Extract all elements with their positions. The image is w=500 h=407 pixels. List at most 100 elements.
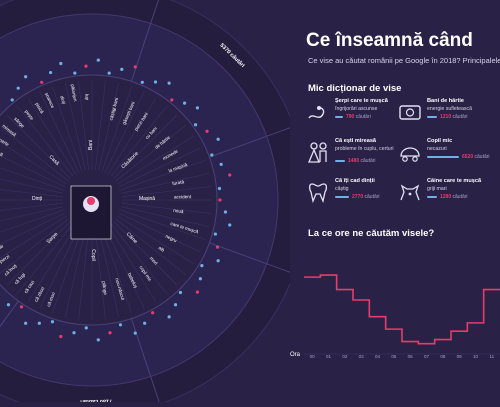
wheel-spoke (0, 189, 63, 197)
wheel-term-label: nou-născut (114, 277, 125, 301)
wheel-dot (205, 129, 209, 133)
wheel-dot (6, 303, 11, 307)
wheel-term-label: alb (158, 245, 166, 253)
wheel-dot (228, 173, 232, 177)
wheel-dot (108, 331, 112, 335)
wheel-dot (120, 67, 124, 71)
dict-item-value: 1210 căutări (440, 113, 468, 120)
wheel-spoke (52, 228, 83, 314)
hours-tick-label: 09 (457, 354, 463, 359)
wheel-dot (200, 264, 204, 268)
wheel-dot (143, 321, 147, 325)
wheel-dot (50, 320, 55, 324)
wheel-count-label: 7180 căutări (80, 398, 112, 402)
wheel-spoke (121, 206, 210, 227)
dict-item-value: 1480 căutări (348, 157, 376, 164)
wheel-dot (40, 80, 44, 84)
wheel-dots (6, 58, 232, 342)
wheel-dot (218, 198, 222, 202)
wheel-spoke (118, 147, 201, 188)
wheel-term-label: plânge (101, 281, 108, 296)
wheel-spoke (0, 141, 67, 185)
wheel-term-label: lup (84, 94, 89, 101)
dict-item-meaning: câștig (335, 186, 349, 192)
wheel-dot (151, 311, 155, 315)
wheel-term-label: că pierzi (0, 254, 10, 268)
hours-tick-label: 01 (326, 354, 332, 359)
dream-wheel-graphic: BaniCăsătorieMașinăCâineCopilȘarpeDințiC… (0, 0, 290, 402)
wheel-term-label: nouă (173, 208, 184, 214)
wheel-spoke (95, 80, 106, 171)
wheel-term-label: mort (149, 256, 160, 267)
wheel-spoke (0, 126, 69, 182)
wheel-spoke (104, 226, 145, 309)
info-panel: Ce înseamnă când Ce vise au căutat român… (290, 0, 500, 402)
wheel-term-label: dinți (59, 95, 66, 105)
wheel-term-label: pește (24, 109, 35, 121)
dict-item-baby: Copil mic necazuri 6520 căutări (398, 138, 490, 174)
dict-item-dog: Câine care te mușcă griji mari 1280 căut… (398, 178, 490, 214)
wheel-spoke (121, 173, 210, 194)
dict-item-bar (427, 156, 459, 158)
wheel-term-label: accident (174, 194, 192, 199)
wheel-spoke (0, 206, 63, 222)
wheel-dot (133, 65, 137, 69)
wheel-dot (183, 101, 187, 105)
wheel-dot (167, 81, 171, 85)
hours-tick-label: 00 (310, 354, 316, 359)
dict-item-name: Că îți cad dinții (335, 178, 375, 184)
wheel-dot (193, 123, 198, 127)
wheel-spoke (101, 228, 132, 314)
wheel-term-label: păr (0, 243, 5, 251)
wheel-sector-divider (209, 242, 290, 273)
wheel-term-label: apă (0, 149, 4, 157)
wheel-spoke (78, 80, 89, 171)
wheel-category-label: Mașină (139, 196, 155, 202)
wheel-dot (107, 71, 111, 75)
wheel-spoke (16, 105, 74, 177)
wheel-category-label: Copil (90, 249, 96, 260)
wheel-dot (84, 326, 88, 330)
wheel-spoke (118, 212, 201, 253)
wheel-dot (198, 277, 203, 281)
wheel-term-label: păianjen (70, 84, 78, 102)
wheel-spoke (121, 186, 212, 197)
wheel-sector-divider (0, 300, 19, 328)
dict-item-bar (335, 196, 349, 198)
wheel-dot (118, 323, 123, 327)
wheel-spoke (110, 105, 168, 177)
wheel-spoke (0, 178, 63, 194)
dream-wheel: Bani Căsătorie Mașină Câine Copil Șarpe Dinți C… (0, 0, 290, 402)
hours-tick-label: 02 (342, 354, 348, 359)
dict-item-name: Câine care te mușcă (427, 178, 482, 184)
wheel-spoke (95, 229, 106, 320)
dict-item-name: Bani de hârtie (427, 98, 464, 104)
wheel-spoke (107, 225, 157, 302)
wheel-spoke (0, 203, 63, 211)
wheel-spoke (117, 215, 194, 265)
wheel-spoke (27, 98, 77, 175)
wheel-category-label: Bani (88, 140, 94, 150)
wheel-dot (215, 245, 220, 249)
wheel-dot (217, 186, 222, 191)
dict-item-meaning: probleme în cuplu, certuri (335, 146, 394, 152)
wheel-term-label: că mori (46, 292, 56, 308)
wheel-dot (133, 331, 137, 335)
wheel-spoke (52, 86, 83, 172)
wheel-spoke (113, 114, 178, 179)
dict-item-name: Șerpi care te mușcă (335, 98, 388, 104)
hours-tick-label: 11 (489, 354, 494, 359)
wheel-dot (19, 305, 24, 309)
wheel-spoke (120, 209, 206, 240)
wheel-dot (170, 98, 174, 102)
wheel-term-label: moarte (0, 135, 10, 147)
wheel-spoke (65, 82, 86, 171)
wheel-dot (223, 210, 228, 214)
hours-axis-label: Ora (290, 352, 301, 358)
wheel-dot (140, 80, 144, 84)
hours-tick-label: 06 (408, 354, 414, 359)
hours-series-line (304, 274, 500, 345)
wheel-dot (96, 338, 100, 342)
page-subtitle: Ce vise au căutat românii pe Google în 2… (308, 56, 500, 65)
wheel-dot (178, 290, 183, 295)
